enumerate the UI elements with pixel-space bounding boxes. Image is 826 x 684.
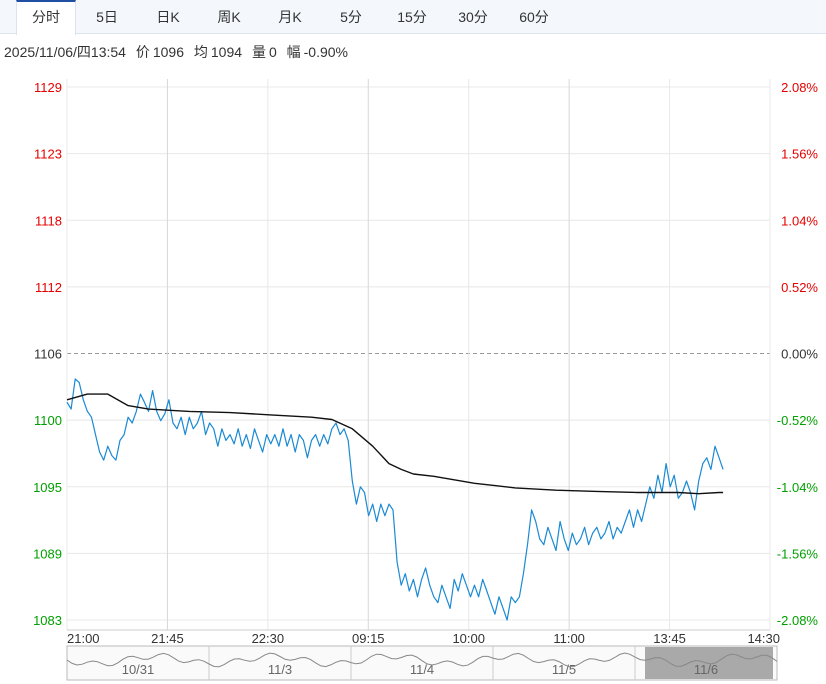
price-value: 1096	[152, 44, 184, 60]
tab-daily-k[interactable]: 日K	[156, 9, 180, 25]
chart-series	[66, 378, 724, 621]
y-tick-left: 1112	[35, 280, 62, 295]
tab-intraday[interactable]: 分时	[16, 0, 76, 35]
y-tick-left: 1083	[33, 613, 62, 628]
quote-datetime: 2025/11/06/四13:54	[4, 44, 126, 60]
navigator-label: 10/31	[122, 662, 155, 677]
y-tick-left: 1106	[34, 347, 62, 362]
tab-5day[interactable]: 5日	[96, 9, 118, 25]
y-tick-right: 1.56%	[781, 147, 818, 162]
x-tick: 13:45	[653, 631, 686, 646]
volume-label: 量	[251, 44, 266, 60]
intraday-chart[interactable]: 1129 1123 1118 1112 1106 1100 1095 1089 1083 2.0…	[0, 72, 826, 684]
y-tick-right: 1.04%	[781, 213, 818, 228]
x-tick: 22:30	[252, 631, 285, 646]
y-tick-right: 2.08%	[781, 80, 818, 95]
x-tick: 14:30	[747, 631, 780, 646]
y-tick-right: -1.04%	[777, 480, 819, 495]
x-axis: 21:00 21:45 22:30 09:15 10:00 11:00 13:45 14:30	[67, 631, 780, 646]
tab-30min[interactable]: 30分	[458, 9, 488, 25]
x-tick: 10:00	[452, 631, 485, 646]
y-tick-left: 1089	[33, 546, 62, 561]
navigator-label: 11/3	[268, 662, 292, 677]
tab-5min[interactable]: 5分	[340, 9, 362, 25]
x-tick: 09:15	[352, 631, 385, 646]
tab-60min[interactable]: 60分	[519, 9, 549, 25]
change-label: 幅	[286, 44, 301, 60]
x-tick: 21:45	[151, 631, 184, 646]
y-tick-left: 1100	[34, 413, 62, 428]
y-axis-left: 1129 1123 1118 1112 1106 1100 1095 1089 1083	[33, 80, 62, 628]
navigator-label: 11/5	[552, 662, 576, 677]
x-tick: 21:00	[67, 631, 100, 646]
period-tab-bar: 分时 5日 日K 周K 月K 5分 15分 30分 60分	[0, 0, 826, 35]
volume-value: 0	[268, 44, 277, 60]
navigator-label: 11/4	[410, 662, 434, 677]
avg-value: 1094	[210, 44, 243, 60]
y-tick-right: -2.08%	[777, 613, 819, 628]
y-tick-left: 1095	[33, 480, 62, 495]
y-tick-right: 0.52%	[781, 280, 818, 295]
avg-label: 均	[193, 44, 208, 60]
tab-15min[interactable]: 15分	[397, 9, 427, 25]
average-series-line	[66, 393, 724, 495]
chart-grid	[66, 79, 771, 631]
y-tick-right: -1.56%	[777, 546, 819, 561]
navigator-label: 11/6	[694, 662, 718, 677]
navigator-trace	[66, 652, 778, 668]
y-tick-left: 1123	[34, 147, 62, 162]
y-tick-right: 0.00%	[781, 347, 818, 362]
y-tick-left: 1118	[35, 213, 62, 228]
y-axis-right: 2.08% 1.56% 1.04% 0.52% 0.00% -0.52% -1.04% -1.…	[777, 80, 819, 628]
tab-weekly-k[interactable]: 周K	[217, 9, 241, 25]
change-value: -0.90%	[303, 44, 348, 60]
x-tick: 11:00	[553, 631, 585, 646]
y-tick-left: 1129	[34, 80, 62, 95]
price-series-line	[66, 378, 647, 621]
price_tail-series-line	[645, 445, 724, 511]
time-navigator[interactable]: 10/31 11/3 11/4 11/5 11/6	[66, 645, 778, 681]
price-label: 价	[135, 44, 150, 60]
tab-monthly-k[interactable]: 月K	[278, 9, 302, 25]
y-tick-right: -0.52%	[777, 413, 819, 428]
